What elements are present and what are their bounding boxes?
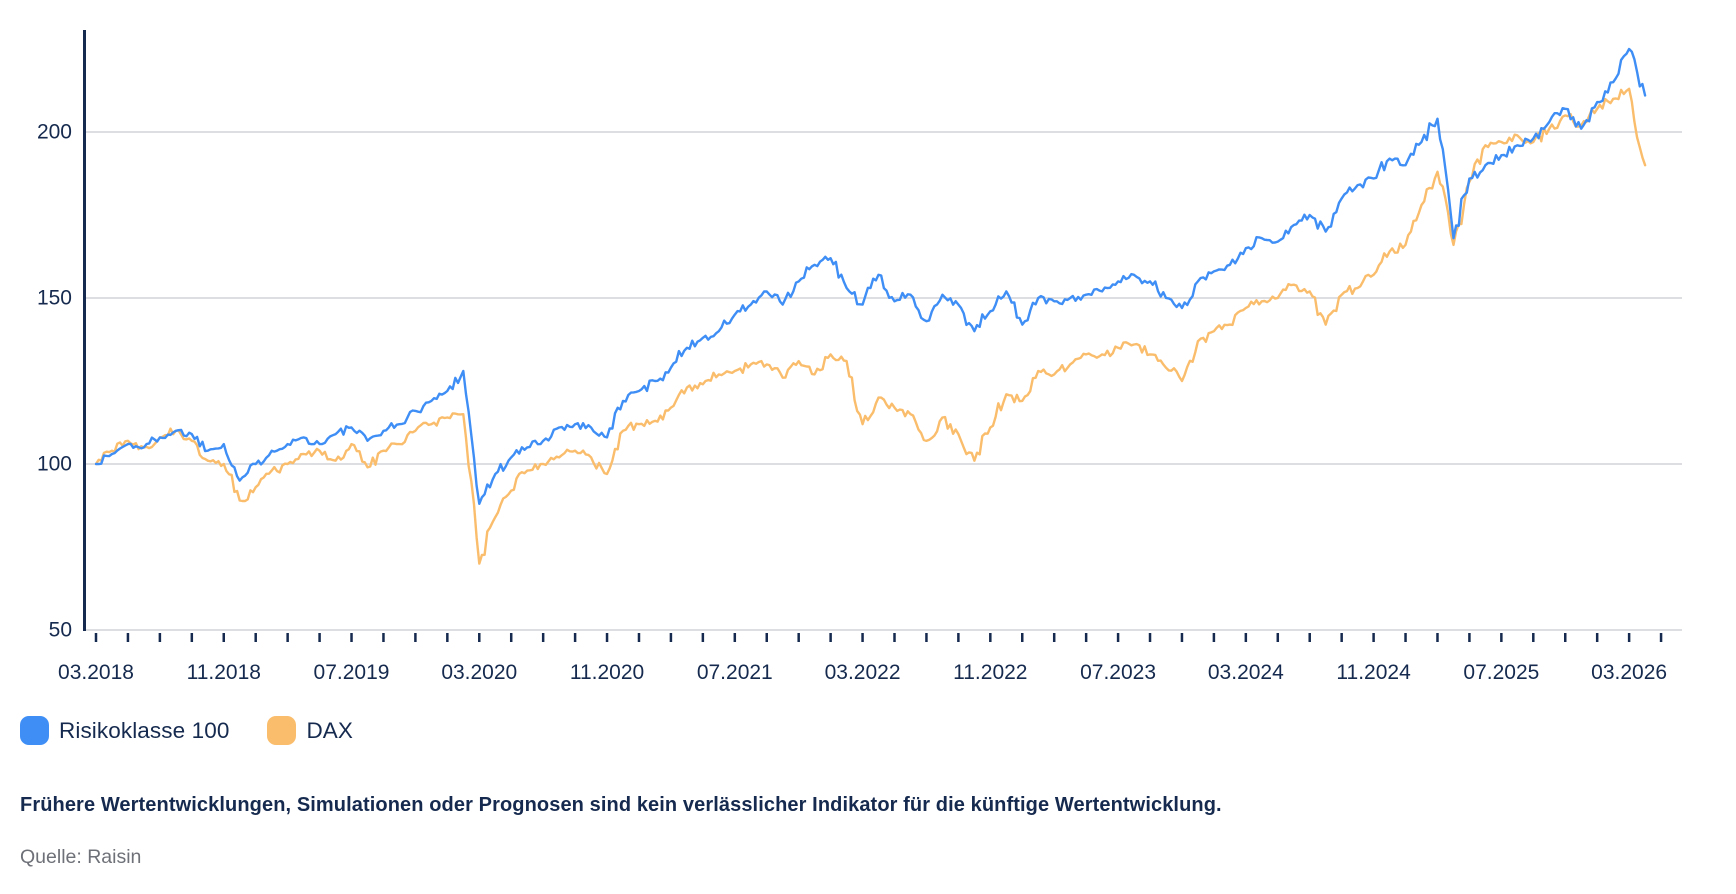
x-tick-label: 11.2020 (570, 661, 644, 684)
legend-label-dax: DAX (306, 717, 354, 743)
x-tick-label: 07.2021 (697, 661, 773, 684)
source-attribution: Quelle: Raisin (20, 846, 142, 868)
x-tick-label: 03.2018 (58, 661, 134, 684)
x-tick-label: 07.2025 (1463, 661, 1539, 684)
y-tick-label: 100 (37, 453, 72, 476)
x-tick-label: 07.2023 (1080, 661, 1156, 684)
y-tick-label: 150 (37, 287, 72, 310)
chart-svg: 200 150 100 50 03.2018 11.2018 07.2019 03.2020 1… (37, 30, 1682, 684)
x-tick-label: 07.2019 (314, 661, 390, 684)
dax-line (94, 87, 1647, 565)
y-tick-label: 50 (49, 619, 72, 642)
x-tick-label: 11.2022 (953, 661, 1027, 684)
legend-item-risikoklasse-100[interactable]: Risikoklasse 100 (20, 716, 229, 745)
chart-legend: Risikoklasse 100 DAX (20, 716, 353, 745)
y-tick-label: 200 (37, 121, 72, 144)
legend-label-risikoklasse-100: Risikoklasse 100 (59, 717, 230, 743)
risikoklasse-100-swatch-icon (20, 716, 49, 745)
x-tick-label: 03.2026 (1591, 661, 1667, 684)
x-tick-label: 11.2024 (1336, 661, 1411, 684)
legend-item-dax[interactable]: DAX (267, 716, 353, 745)
x-tick-label: 03.2020 (441, 661, 517, 684)
dax-swatch-icon (267, 716, 297, 745)
x-tick-label: 03.2024 (1208, 661, 1284, 684)
x-tick-label: 03.2022 (825, 661, 901, 684)
risikoklasse-100-line (94, 47, 1647, 505)
chart-area: 200 150 100 50 03.2018 11.2018 07.2019 03.2020 1… (37, 30, 1682, 684)
performance-disclaimer-text: Frühere Wertentwicklungen, Simulationen … (20, 794, 1222, 816)
x-tick-label: 11.2018 (187, 661, 261, 684)
